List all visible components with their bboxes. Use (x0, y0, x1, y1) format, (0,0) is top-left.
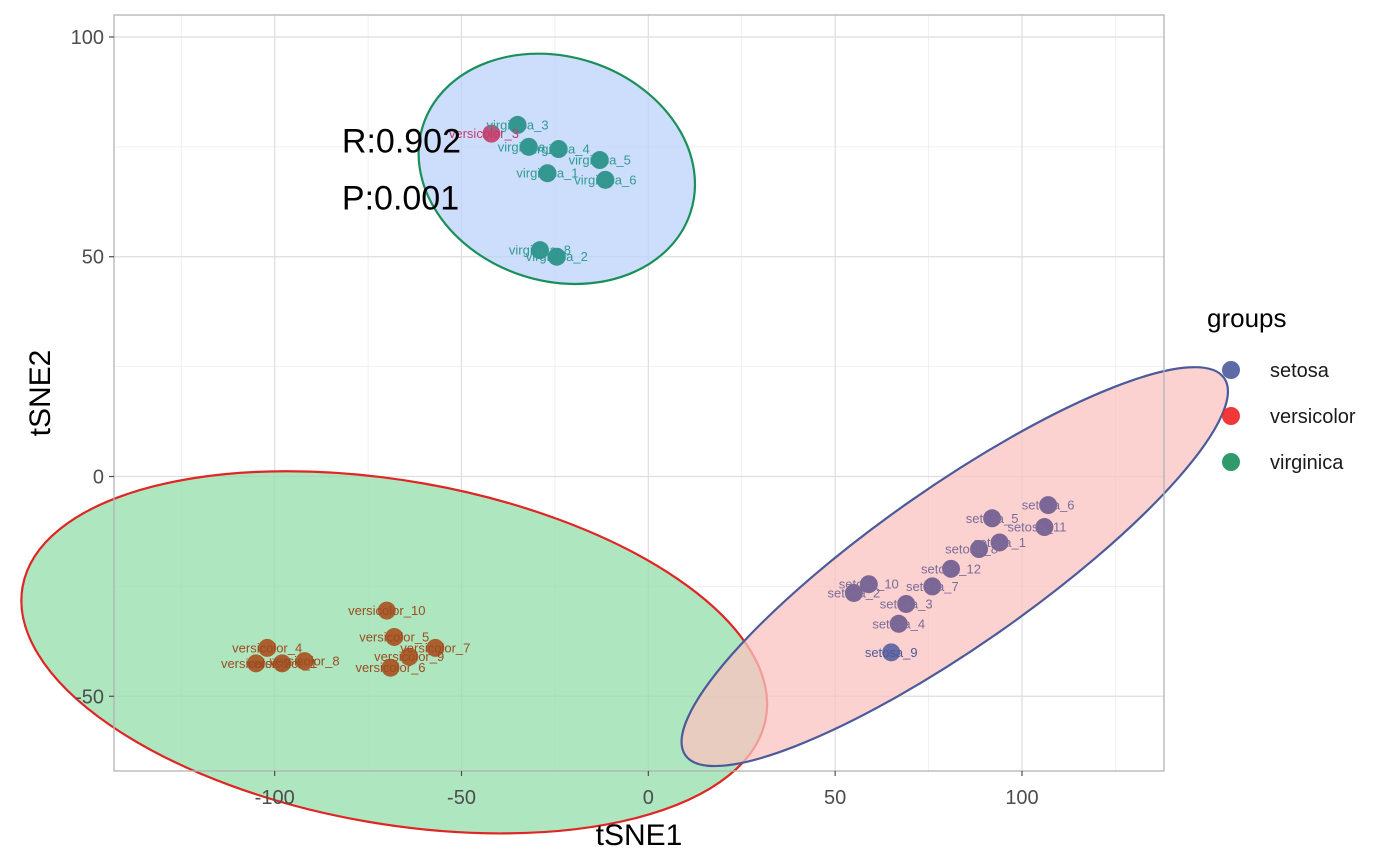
versicolor-point (246, 654, 265, 673)
legend-label-setosa: setosa (1270, 360, 1330, 382)
y-tick-label: 0 (93, 467, 104, 489)
virginica-point-label: virginica_2 (526, 249, 588, 264)
virginica-point-label: virginica_4 (528, 142, 590, 157)
x-tick-label: 100 (1005, 787, 1038, 809)
plot-area: setosa_6setosa_11setosa_5setosa_1setosa_… (20, 14, 1230, 835)
virginica-point-label: virginica_6 (574, 172, 636, 187)
versicolor-point (377, 601, 396, 620)
setosa-point-label: setosa_1 (973, 535, 1026, 550)
legend-swatch-virginica (1222, 453, 1240, 471)
setosa-point-label: setosa_8 (945, 542, 998, 557)
setosa-point-label: setosa_4 (872, 616, 925, 631)
y-tick-label: -50 (75, 686, 104, 708)
versicolor-point-label: versicolor_8 (270, 654, 340, 669)
legend-swatch-versicolor (1222, 407, 1240, 425)
setosa-point-label: setosa_7 (906, 579, 959, 594)
versicolor-point (400, 647, 419, 666)
panel-border (113, 14, 1165, 772)
virginica-point-label: virginica_1 (516, 166, 578, 181)
r-statistic-annotation: R:0.902 (342, 122, 461, 160)
x-tick-label: 0 (643, 787, 654, 809)
setosa-point (882, 643, 901, 662)
point-labels: setosa_6setosa_11setosa_5setosa_1setosa_… (221, 117, 1075, 675)
versicolor-point-label: versicolor_4 (232, 640, 302, 655)
virginica-point (590, 151, 609, 170)
versicolor-point-label: versicolor_3 (449, 126, 519, 141)
legend-label-versicolor: versicolor (1270, 406, 1356, 428)
versicolor-point (426, 638, 445, 657)
setosa-point-label: setosa_6 (1022, 498, 1075, 513)
legend-swatch-setosa (1222, 361, 1240, 379)
p-value-annotation: P:0.001 (342, 179, 459, 217)
versicolor-point (258, 638, 277, 657)
virginica-point (547, 247, 566, 266)
setosa-point (990, 533, 1009, 552)
setosa-point (859, 575, 878, 594)
setosa-point-label: setosa_3 (880, 596, 933, 611)
setosa-point-label: setosa_5 (966, 511, 1019, 526)
setosa-point-label: setosa_12 (921, 561, 981, 576)
virginica-point (596, 170, 615, 189)
versicolor-point-label: versicolor_5 (359, 629, 429, 644)
versicolor-point-label: versicolor_9 (374, 649, 444, 664)
virginica-point (508, 115, 527, 134)
virginica-point-label: virginica_3 (486, 117, 548, 132)
setosa-point (897, 594, 916, 613)
virginica-point (538, 164, 557, 183)
setosa-point-label: setosa_9 (865, 645, 918, 660)
versicolor-point (385, 627, 404, 646)
virginica-point (530, 241, 549, 260)
x-tick-label: -100 (255, 787, 295, 809)
data-points (246, 115, 1058, 677)
virginica-point (519, 137, 538, 156)
setosa-point (983, 509, 1002, 528)
setosa-point-label: setosa_10 (839, 577, 899, 592)
y-tick-label: 50 (82, 247, 104, 269)
virginica-point-label: virginica_7 (498, 139, 560, 154)
setosa-point (970, 540, 989, 559)
legend-label-virginica: virginica (1270, 452, 1344, 474)
y-axis-title: tSNE2 (24, 350, 57, 437)
versicolor-point (482, 124, 501, 143)
setosa-point (1039, 496, 1058, 515)
setosa-point (844, 583, 863, 602)
versicolor-point (273, 654, 292, 673)
legend: groups setosa versicolor virginica (1207, 303, 1356, 474)
virginica-point (549, 140, 568, 159)
x-axis-ticks: -100 -50 0 50 100 (255, 771, 1039, 809)
setosa-point (889, 614, 908, 633)
setosa-point (1035, 518, 1054, 537)
virginica-point-label: virginica_8 (509, 243, 571, 258)
versicolor-point-label: versicolor_6 (355, 660, 425, 675)
versicolor-point (295, 652, 314, 671)
setosa-point (923, 577, 942, 596)
setosa-point (942, 559, 961, 578)
x-tick-label: 50 (824, 787, 846, 809)
legend-title: groups (1207, 303, 1287, 333)
versicolor-point (381, 658, 400, 677)
setosa-point-label: setosa_11 (1007, 520, 1066, 535)
stat-annotations: R:0.902 P:0.001 (342, 122, 461, 217)
versicolor-point-label: versicolor_1 (247, 656, 317, 671)
versicolor-point-label: versicolor_7 (400, 640, 470, 655)
x-axis-title: tSNE1 (596, 819, 683, 852)
legend-items: setosa versicolor virginica (1222, 360, 1356, 474)
virginica-point-label: virginica_5 (569, 153, 631, 168)
x-tick-label: -50 (447, 787, 476, 809)
setosa-point-label: setosa_2 (827, 585, 880, 600)
versicolor-point-label: versicolor_10 (348, 603, 425, 618)
y-axis-ticks: -50 0 50 100 (71, 27, 114, 708)
virginica-ellipse (417, 52, 697, 286)
y-tick-label: 100 (71, 27, 104, 49)
versicolor-point-label: versicolor_2 (221, 656, 291, 671)
